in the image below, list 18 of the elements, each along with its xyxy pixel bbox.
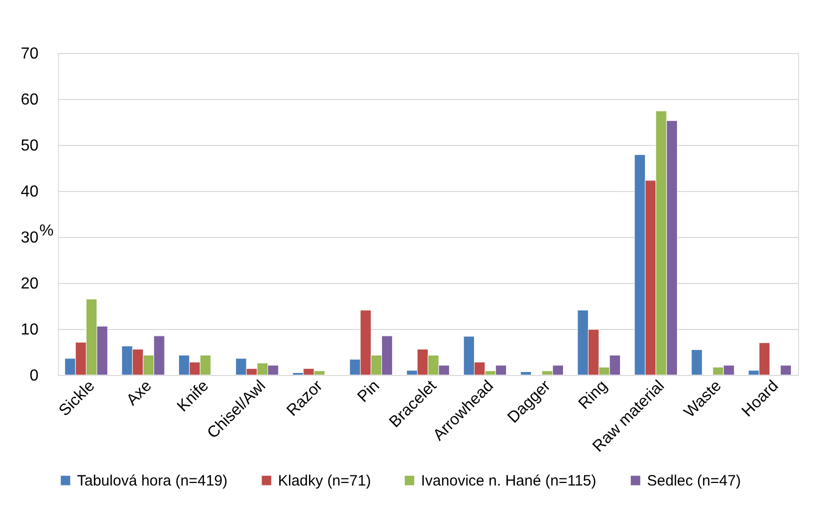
y-tick-label: 10 xyxy=(20,322,39,338)
y-tick-label: 60 xyxy=(20,92,39,108)
y-tick-label: 50 xyxy=(20,138,39,154)
bar xyxy=(691,349,702,376)
y-tick-label: 70 xyxy=(20,46,39,62)
y-tick-label: 30 xyxy=(20,230,39,246)
legend-label: Sedlec (n=47) xyxy=(647,472,741,490)
bar xyxy=(520,372,532,376)
y-tick-label: 20 xyxy=(20,276,39,292)
legend-label: Kladky (n=71) xyxy=(278,472,371,490)
legend-label: Tabulová hora (n=419) xyxy=(77,472,228,490)
y-tick-label: 40 xyxy=(20,184,39,200)
legend-label: Ivanovice n. Hané (n=115) xyxy=(421,472,596,490)
x-tick-label: Axe xyxy=(124,377,156,410)
x-tick-label: Pin xyxy=(354,378,384,406)
y-tick-label: 0 xyxy=(30,368,39,384)
bar xyxy=(780,365,792,376)
y-axis-title: % xyxy=(39,222,54,240)
